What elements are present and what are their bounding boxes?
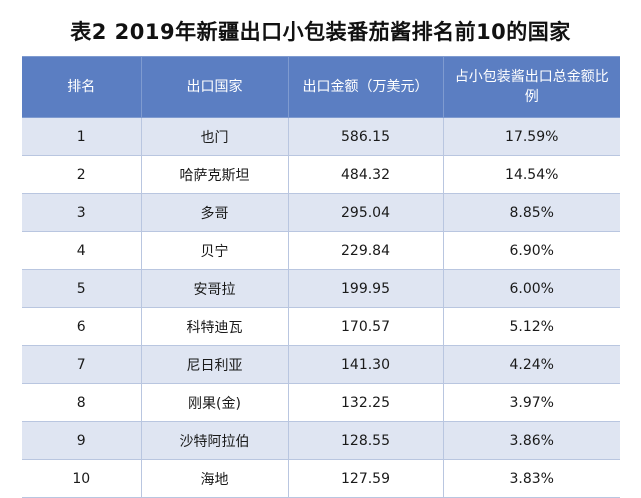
rank-cell: 1 [22,117,142,156]
table-row: 9 沙特阿拉伯 128.55 3.86% [22,421,620,460]
share-cell: 3.83% [442,459,620,498]
header-rank: 排名 [22,56,142,118]
share-cell: 3.86% [442,421,620,460]
header-amount: 出口金额（万美元） [287,56,444,118]
country-cell: 沙特阿拉伯 [140,421,289,460]
amount-cell: 128.55 [287,421,444,460]
share-cell: 5.12% [442,307,620,346]
header-country: 出口国家 [140,56,289,118]
country-cell: 刚果(金) [140,383,289,422]
share-cell: 3.97% [442,383,620,422]
table-row: 4 贝宁 229.84 6.90% [22,231,620,270]
table-row: 5 安哥拉 199.95 6.00% [22,269,620,308]
rank-cell: 7 [22,345,142,384]
rank-cell: 4 [22,231,142,270]
country-cell: 科特迪瓦 [140,307,289,346]
country-cell: 海地 [140,459,289,498]
amount-cell: 586.15 [287,117,444,156]
country-cell: 贝宁 [140,231,289,270]
rank-cell: 8 [22,383,142,422]
table-row: 1 也门 586.15 17.59% [22,117,620,156]
rank-cell: 3 [22,193,142,232]
share-cell: 14.54% [442,155,620,194]
amount-cell: 229.84 [287,231,444,270]
share-cell: 8.85% [442,193,620,232]
rank-cell: 2 [22,155,142,194]
table-row: 10 海地 127.59 3.83% [22,459,620,498]
amount-cell: 484.32 [287,155,444,194]
country-cell: 安哥拉 [140,269,289,308]
amount-cell: 127.59 [287,459,444,498]
share-cell: 6.00% [442,269,620,308]
amount-cell: 132.25 [287,383,444,422]
country-cell: 哈萨克斯坦 [140,155,289,194]
table-row: 7 尼日利亚 141.30 4.24% [22,345,620,384]
amount-cell: 141.30 [287,345,444,384]
rank-cell: 5 [22,269,142,308]
share-cell: 6.90% [442,231,620,270]
rank-cell: 6 [22,307,142,346]
table-row: 8 刚果(金) 132.25 3.97% [22,383,620,422]
amount-cell: 295.04 [287,193,444,232]
rank-cell: 9 [22,421,142,460]
table-row: 6 科特迪瓦 170.57 5.12% [22,307,620,346]
share-cell: 17.59% [442,117,620,156]
table-row: 2 哈萨克斯坦 484.32 14.54% [22,155,620,194]
table-title: 表2 2019年新疆出口小包装番茄酱排名前10的国家 [70,20,571,44]
header-row: 排名 出口国家 出口金额（万美元） 占小包装酱出口总金额比例 [22,56,620,118]
amount-cell: 199.95 [287,269,444,308]
amount-cell: 170.57 [287,307,444,346]
country-cell: 也门 [140,117,289,156]
header-share: 占小包装酱出口总金额比例 [442,56,620,118]
country-cell: 多哥 [140,193,289,232]
rank-cell: 10 [22,459,142,498]
table-row: 3 多哥 295.04 8.85% [22,193,620,232]
share-cell: 4.24% [442,345,620,384]
country-cell: 尼日利亚 [140,345,289,384]
export-ranking-table: 排名 出口国家 出口金额（万美元） 占小包装酱出口总金额比例 1 也门 586.… [22,56,620,498]
